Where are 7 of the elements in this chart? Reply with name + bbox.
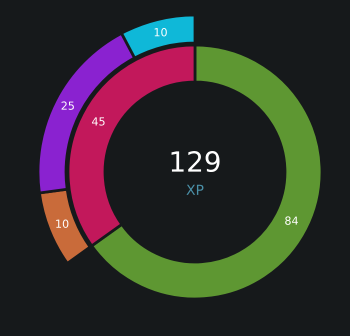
data-label: 10 xyxy=(56,220,68,228)
text: XP xyxy=(186,184,204,195)
data-label: 10 xyxy=(154,28,167,36)
text: 129 xyxy=(172,151,220,172)
data-label: 84 xyxy=(285,216,298,225)
data-label: 25 xyxy=(62,101,74,110)
data-label: 45 xyxy=(92,117,105,126)
